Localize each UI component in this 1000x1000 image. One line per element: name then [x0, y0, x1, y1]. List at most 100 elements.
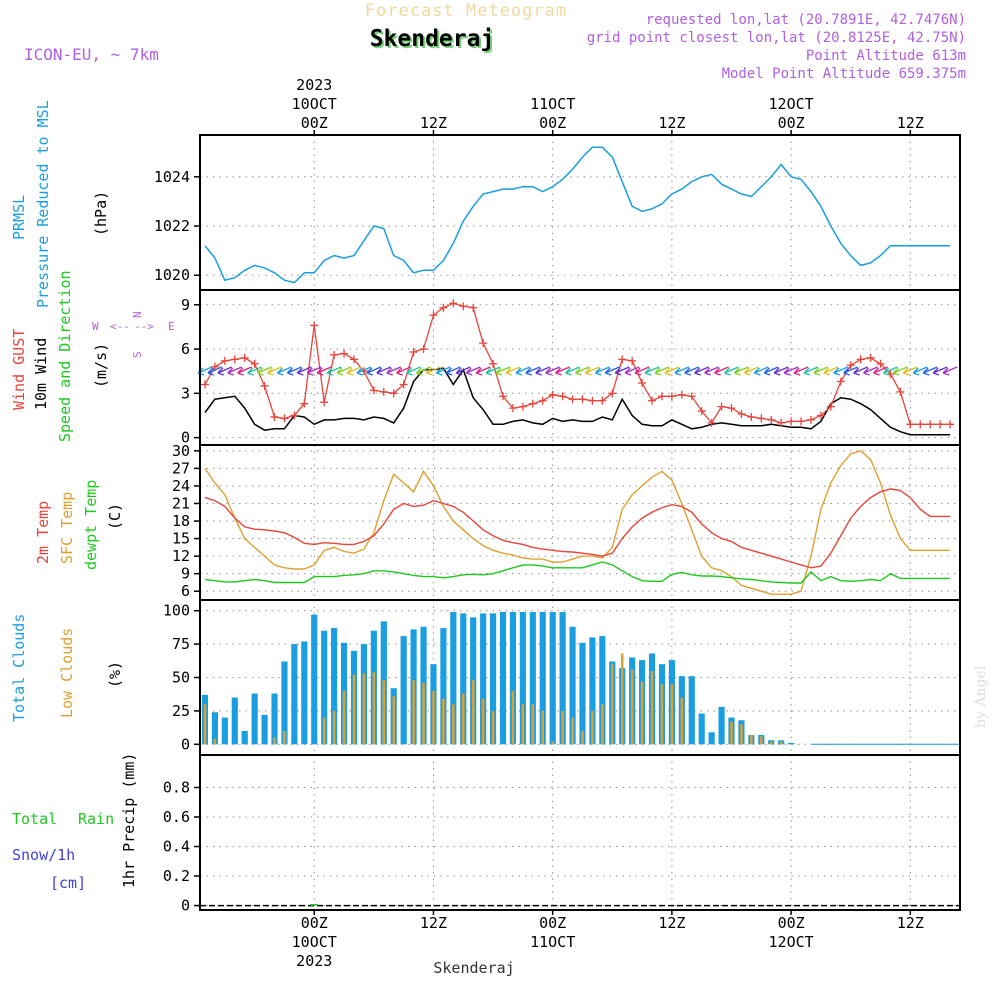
- cloud-low-bar: [630, 669, 634, 745]
- cloud-low-bar: [620, 653, 624, 745]
- wind-gust-marker: [200, 380, 209, 389]
- wind-gust-marker: [409, 348, 418, 356]
- wind-direction-arrow: [575, 366, 590, 376]
- cloud-low-bar: [352, 674, 356, 745]
- precip-labels: Total Rain Snow/1h [cm] 1hr Precip (mm): [12, 753, 138, 892]
- cloud-low-bar: [203, 704, 207, 745]
- temp-2m-line: [204, 488, 951, 569]
- top-time-label: 12OCT: [769, 95, 814, 113]
- wind-direction-arrow: [465, 366, 481, 376]
- wind-gust-marker: [876, 359, 885, 368]
- cloud-total-bar: [708, 732, 715, 745]
- wind-direction-arrow: [565, 366, 580, 376]
- cloud-total-bar: [281, 661, 288, 745]
- cloud-low-bar: [571, 717, 574, 745]
- wind-direction-arrow: [733, 366, 749, 376]
- cloud-total-bar: [331, 628, 338, 745]
- temperature-ytick-label: 24: [172, 477, 190, 495]
- cloud-low-bar: [541, 710, 544, 745]
- precip-label-rain: Rain: [78, 810, 114, 828]
- top-time-label: 12Z: [897, 114, 924, 132]
- wind-gust-marker: [916, 420, 925, 429]
- clouds-ytick-label: 75: [172, 635, 190, 653]
- precip-bar: [310, 904, 319, 906]
- wind-direction-arrow: [237, 366, 252, 376]
- wind-gust-marker: [429, 311, 438, 320]
- wind-gust-marker: [677, 390, 686, 399]
- wind-direction-arrow: [674, 366, 690, 376]
- wind-gust-marker: [558, 392, 567, 401]
- wind-gust-marker: [310, 321, 319, 330]
- temperature-ytick-label: 9: [181, 565, 190, 583]
- precip-label-unit: 1hr Precip (mm): [120, 753, 138, 888]
- wind-label-10m: 10m Wind: [32, 338, 50, 410]
- cloud-low-bar: [601, 704, 604, 745]
- wind-direction-arrow: [942, 366, 958, 376]
- bottom-time-label: 00Z: [301, 914, 328, 932]
- wind-direction-arrow: [704, 366, 719, 376]
- cloud-low-bar: [511, 690, 515, 745]
- cloud-low-bar: [760, 736, 763, 745]
- wind-direction-arrow: [604, 366, 620, 376]
- cloud-low-bar: [730, 721, 733, 745]
- wind-direction-arrow: [863, 366, 878, 376]
- footer-location: Skenderaj: [433, 959, 514, 977]
- wind-gust-marker: [578, 395, 587, 404]
- precip-label-cm: [cm]: [50, 874, 86, 892]
- cloud-total-bar: [499, 612, 507, 745]
- wind-gust-marker: [836, 377, 845, 386]
- pressure-ytick-label: 1024: [154, 168, 190, 186]
- wind-gust-marker: [449, 299, 458, 308]
- cloud-low-bar: [342, 690, 346, 745]
- cloud-total-bar: [311, 614, 318, 745]
- cloud-low-bar: [521, 704, 525, 745]
- wind-gust-marker: [459, 302, 468, 311]
- temperature-ytick-label: 18: [172, 512, 190, 530]
- wind-gust-marker: [816, 411, 825, 420]
- top-time-label: 00Z: [539, 114, 566, 132]
- wind-gust-line: [204, 302, 951, 425]
- wind-direction-arrow: [892, 366, 908, 376]
- cloud-total-bar: [519, 612, 526, 745]
- wind-gust-marker: [737, 410, 746, 418]
- cloud-low-bar: [382, 680, 386, 745]
- wind-gust-marker: [797, 417, 806, 426]
- wind-gust-marker: [628, 356, 637, 365]
- cloud-low-bar: [640, 681, 644, 745]
- wind-gust-marker: [926, 420, 935, 429]
- wind-direction-arrow: [535, 366, 551, 376]
- wind-direction-arrow: [416, 366, 431, 376]
- wind-direction-arrow: [724, 366, 739, 376]
- pressure-label-unit: (hPa): [92, 191, 110, 236]
- wind-direction-arrow: [634, 366, 650, 376]
- wind-direction-arrow: [833, 366, 849, 376]
- wind-direction-arrow: [614, 366, 630, 376]
- cloud-low-bar: [481, 698, 485, 745]
- top-time-label: 00Z: [301, 114, 328, 132]
- wind-gust-marker: [538, 396, 547, 405]
- clouds-ytick-label: 0: [181, 735, 190, 753]
- wind-direction-arrow: [873, 366, 888, 376]
- wind-gust-marker: [608, 389, 617, 398]
- pressure-labels: PRMSL Pressure Reduced to MSL (hPa): [10, 100, 110, 308]
- wind-direction-arrow: [515, 366, 531, 376]
- cloud-low-bar: [660, 684, 664, 745]
- clouds-ytick-label: 50: [172, 669, 190, 687]
- wind-direction-arrow: [783, 366, 799, 376]
- wind-direction-arrow: [435, 366, 451, 376]
- wind-gust-marker: [508, 404, 517, 413]
- cloud-low-bar: [362, 673, 366, 745]
- cloud-low-bar: [332, 710, 336, 745]
- dewpoint-line: [204, 561, 951, 584]
- model-label: ICON-EU, ~ 7km: [24, 45, 159, 64]
- wind-direction-arrow: [714, 366, 729, 376]
- wind-direction-arrow: [356, 366, 372, 376]
- cloud-total-bar: [599, 636, 606, 745]
- bottom-time-label: 11OCT: [530, 933, 575, 951]
- precip-ytick-label: 0.2: [163, 867, 190, 885]
- cloud-low-bar: [591, 710, 594, 745]
- cloud-low-bar: [770, 741, 773, 745]
- cloud-low-bar: [551, 741, 554, 745]
- wind-gust-marker: [727, 404, 736, 413]
